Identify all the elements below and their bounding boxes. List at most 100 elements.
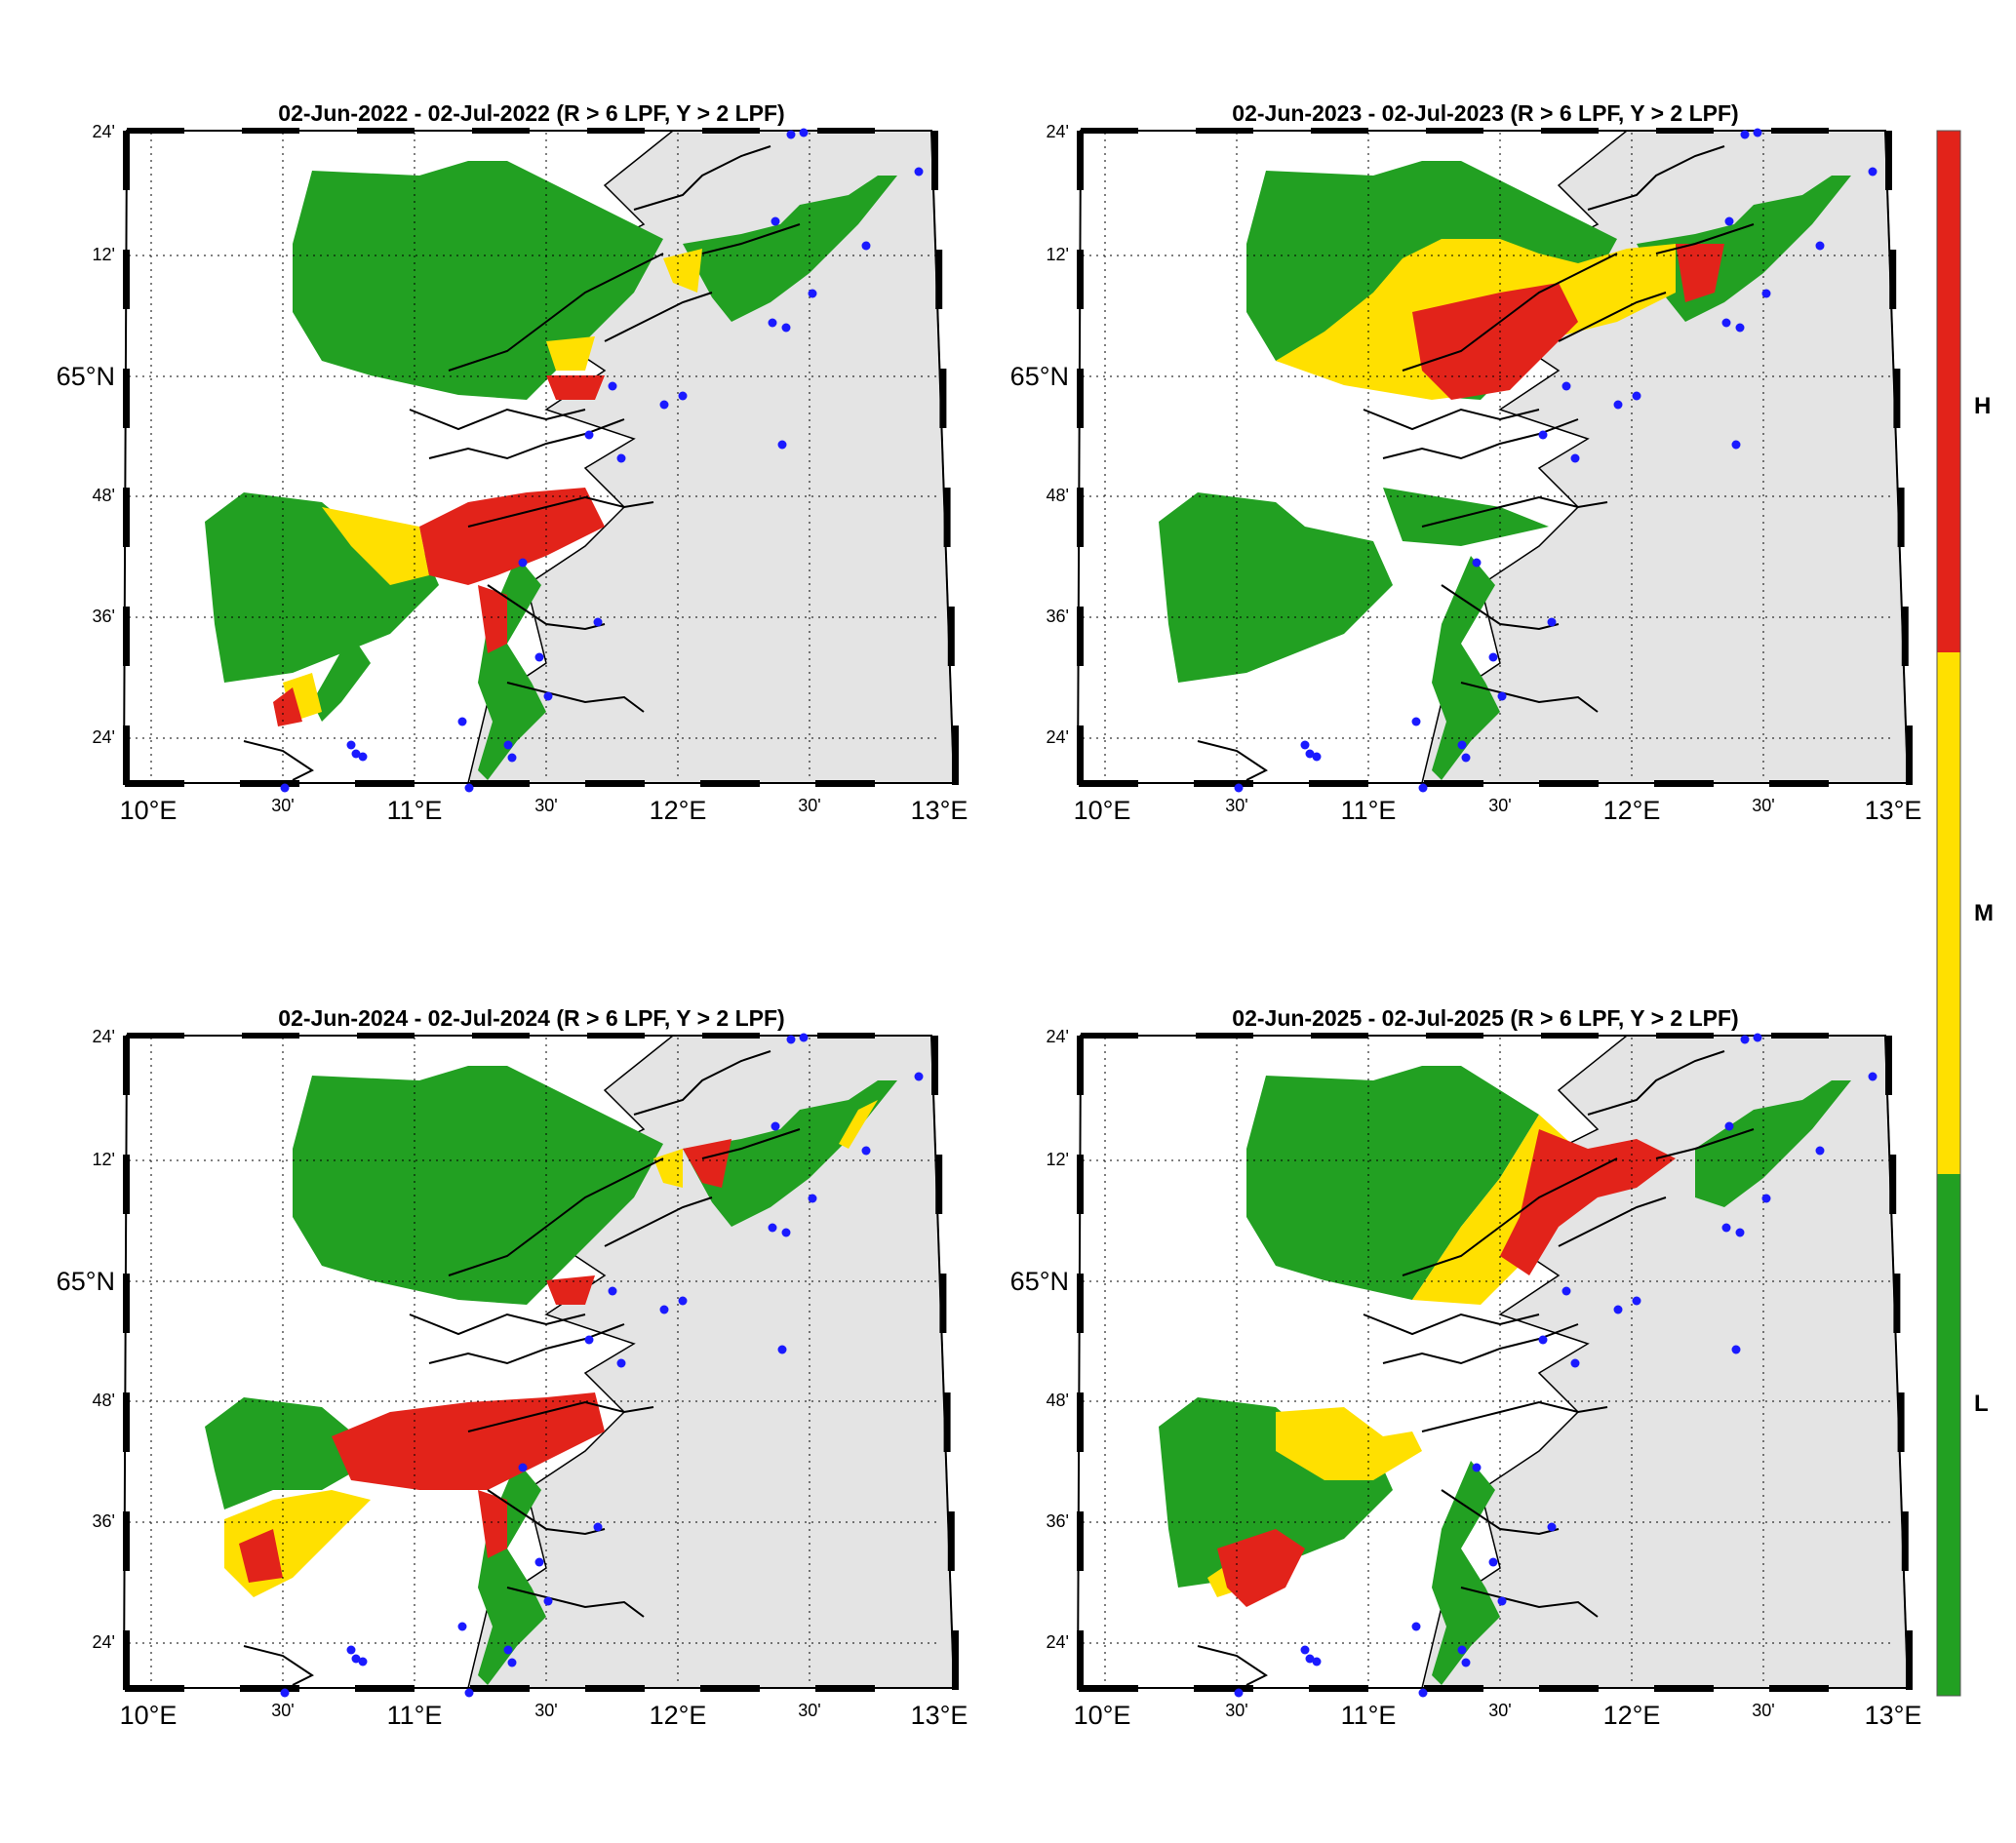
- station-marker: [518, 558, 528, 568]
- station-marker: [1457, 1645, 1467, 1655]
- lon-tick-label: 30': [798, 1701, 820, 1720]
- station-marker: [534, 1557, 544, 1567]
- colorbar-label-medium: M: [1974, 900, 1994, 926]
- coastline: [467, 1400, 654, 1432]
- lon-tick-label: 30': [1225, 796, 1247, 815]
- station-marker: [534, 652, 544, 662]
- coastline: [1197, 740, 1268, 781]
- risk-area-high: [332, 1392, 605, 1490]
- risk-area-high: [1412, 283, 1578, 400]
- station-marker: [351, 1654, 361, 1664]
- map-panel-4: 02-Jun-2025 - 02-Jul-2025 (R > 6 LPF, Y …: [1010, 1005, 1922, 1730]
- risk-area-low: [1383, 488, 1549, 546]
- station-marker: [1457, 740, 1467, 750]
- station-marker: [1461, 1658, 1471, 1667]
- station-marker: [808, 289, 817, 298]
- lon-tick-label: 10°E: [120, 796, 178, 825]
- lat-tick-label: 48': [1047, 1391, 1069, 1410]
- risk-area-high: [546, 1275, 595, 1305]
- coastline: [1655, 1128, 1755, 1159]
- lat-tick-label: 48': [93, 486, 115, 505]
- risk-area-medium: [546, 336, 595, 371]
- lat-tick-label: 48': [1047, 486, 1069, 505]
- coastline: [1402, 253, 1618, 372]
- lon-tick-label: 12°E: [650, 1701, 707, 1730]
- panel-title: 02-Jun-2025 - 02-Jul-2025 (R > 6 LPF, Y …: [1232, 1005, 1738, 1031]
- station-marker: [678, 391, 688, 401]
- risk-area-high: [478, 1490, 507, 1558]
- station-marker: [358, 752, 368, 762]
- station-marker: [584, 1335, 594, 1345]
- lat-tick-label: 36': [1047, 607, 1069, 626]
- station-marker: [346, 1645, 356, 1655]
- station-marker: [659, 400, 669, 410]
- coastline: [1460, 1587, 1599, 1618]
- risk-area-medium: [653, 1149, 683, 1188]
- station-marker: [457, 1622, 467, 1631]
- coastline: [243, 1645, 314, 1686]
- risk-area-low: [1695, 1080, 1851, 1207]
- risk-area-high: [1676, 244, 1724, 302]
- risk-area-high: [478, 585, 507, 653]
- station-marker: [1561, 381, 1571, 391]
- station-marker: [777, 1345, 787, 1354]
- lat-tick-label: 36': [1047, 1511, 1069, 1531]
- coastline: [633, 1050, 771, 1116]
- coastline: [1421, 495, 1608, 528]
- coastline: [243, 740, 314, 781]
- lon-tick-label: 10°E: [120, 1701, 178, 1730]
- lat-tick-label: 12': [93, 1150, 115, 1169]
- station-marker: [771, 1121, 780, 1131]
- map-panel-2: 02-Jun-2023 - 02-Jul-2023 (R > 6 LPF, Y …: [1010, 100, 1922, 825]
- lat-tick-label: 24': [1047, 122, 1069, 141]
- lon-tick-label: 13°E: [911, 1701, 968, 1730]
- risk-area-medium: [1276, 1407, 1422, 1480]
- station-marker: [507, 753, 517, 763]
- station-marker: [280, 783, 290, 793]
- station-marker: [543, 1596, 553, 1606]
- coastline: [448, 253, 664, 372]
- station-marker: [608, 381, 617, 391]
- map-frame: [122, 128, 959, 787]
- station-marker: [861, 1146, 871, 1156]
- station-marker: [518, 1463, 528, 1472]
- station-marker: [1613, 1305, 1623, 1314]
- station-marker: [1547, 1522, 1557, 1532]
- lon-tick-label: 11°E: [1341, 1701, 1397, 1730]
- station-marker: [781, 1228, 791, 1237]
- colorbar: H M L: [1936, 130, 1994, 1697]
- station-marker: [1488, 652, 1498, 662]
- lon-tick-label: 13°E: [911, 796, 968, 825]
- risk-area-high: [239, 1529, 283, 1583]
- risk-area-low: [312, 634, 371, 722]
- station-marker: [808, 1194, 817, 1203]
- station-marker: [768, 318, 777, 328]
- station-marker: [799, 128, 809, 137]
- station-marker: [1868, 167, 1878, 176]
- panel-title: 02-Jun-2023 - 02-Jul-2023 (R > 6 LPF, Y …: [1232, 100, 1738, 126]
- lon-tick-label: 13°E: [1865, 796, 1922, 825]
- lon-tick-label: 11°E: [387, 1701, 443, 1730]
- coastline: [633, 145, 771, 211]
- coastline: [701, 223, 801, 255]
- risk-area-low: [293, 1066, 663, 1305]
- risk-area-high: [683, 1139, 731, 1188]
- station-marker: [1461, 753, 1471, 763]
- station-marker: [346, 740, 356, 750]
- station-marker: [777, 440, 787, 450]
- station-marker: [1632, 391, 1641, 401]
- coastline: [467, 495, 654, 528]
- station-marker: [786, 1035, 796, 1044]
- lon-tick-label: 30': [1752, 796, 1774, 815]
- station-marker: [1815, 241, 1825, 251]
- station-marker: [1815, 1146, 1825, 1156]
- station-marker: [1472, 558, 1482, 568]
- station-marker: [1740, 1035, 1750, 1044]
- risk-area-high: [1500, 1129, 1676, 1275]
- coastline: [604, 292, 713, 342]
- risk-area-low: [1432, 1461, 1500, 1685]
- station-marker: [1731, 1345, 1741, 1354]
- station-marker: [1761, 1194, 1771, 1203]
- colorbar-segment-medium: [1937, 652, 1960, 1174]
